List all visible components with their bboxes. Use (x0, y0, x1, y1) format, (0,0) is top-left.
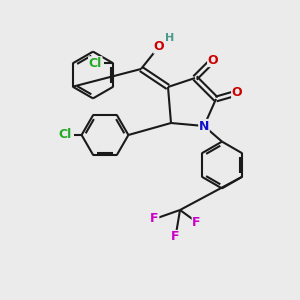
Text: N: N (199, 119, 209, 133)
Text: F: F (171, 230, 180, 244)
Text: O: O (208, 53, 218, 67)
Text: H: H (165, 33, 174, 43)
Text: O: O (154, 40, 164, 53)
Text: O: O (232, 86, 242, 100)
Text: Cl: Cl (88, 57, 102, 70)
Text: F: F (150, 212, 159, 226)
Text: F: F (192, 215, 201, 229)
Text: Cl: Cl (58, 128, 72, 142)
